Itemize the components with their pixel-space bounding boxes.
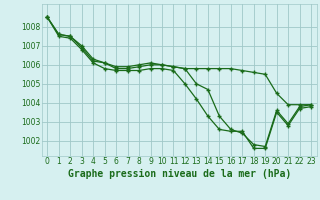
X-axis label: Graphe pression niveau de la mer (hPa): Graphe pression niveau de la mer (hPa) bbox=[68, 169, 291, 179]
